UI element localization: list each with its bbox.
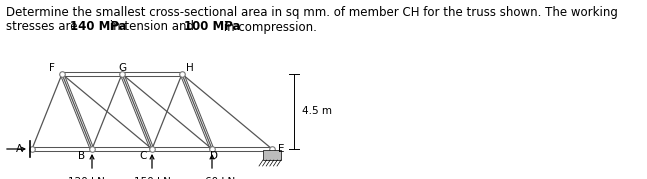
Text: F: F — [49, 63, 55, 73]
Text: in tension and: in tension and — [105, 21, 197, 33]
Text: B: B — [78, 151, 85, 161]
Text: 100 MPa: 100 MPa — [184, 21, 241, 33]
Text: G: G — [118, 63, 126, 73]
Text: in compression.: in compression. — [220, 21, 317, 33]
Text: D: D — [210, 151, 218, 161]
Text: E: E — [278, 144, 284, 154]
Text: 60 kN: 60 kN — [205, 177, 235, 179]
Text: H: H — [186, 63, 194, 73]
Text: 4.5 m: 4.5 m — [302, 107, 332, 117]
Text: 140 MPa: 140 MPa — [70, 21, 126, 33]
Text: Determine the smallest cross-sectional area in sq mm. of member CH for the truss: Determine the smallest cross-sectional a… — [6, 6, 618, 19]
Text: A: A — [16, 144, 23, 154]
Text: 120 kN: 120 kN — [67, 177, 104, 179]
Text: C: C — [139, 151, 147, 161]
Text: stresses are: stresses are — [6, 21, 82, 33]
Bar — [263, 150, 281, 160]
Text: 150 kN: 150 kN — [133, 177, 170, 179]
